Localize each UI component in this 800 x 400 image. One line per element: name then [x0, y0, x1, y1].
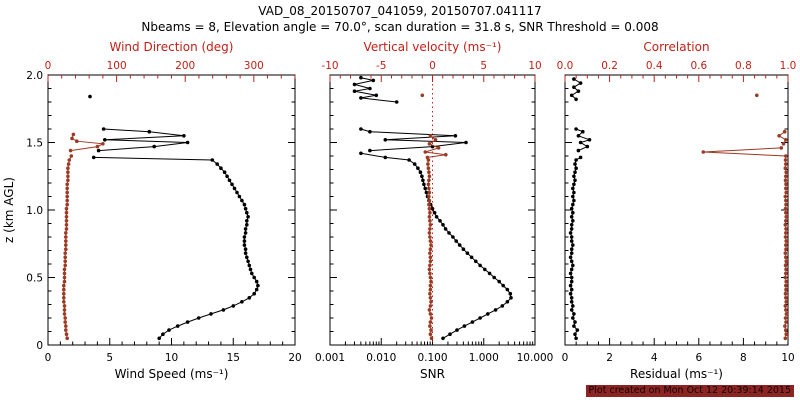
snr-series: [352, 75, 513, 341]
svg-text:0: 0: [45, 352, 52, 364]
residual-top-axis-title: Correlation: [643, 40, 709, 54]
wind-bottom-axis-title: Wind Speed (ms⁻¹): [115, 367, 229, 381]
svg-text:1.0: 1.0: [780, 60, 797, 72]
svg-text:0.8: 0.8: [735, 60, 752, 72]
svg-text:-5: -5: [376, 60, 386, 72]
svg-text:15: 15: [227, 352, 240, 364]
residual-bottom-axis-title: Residual (ms⁻¹): [630, 367, 723, 381]
svg-text:8: 8: [740, 352, 747, 364]
svg-text:0.010: 0.010: [366, 352, 396, 364]
svg-text:2.0: 2.0: [26, 70, 43, 82]
svg-text:0: 0: [429, 60, 436, 72]
svg-text:0.001: 0.001: [315, 352, 345, 364]
vertical-velocity-series: [420, 93, 448, 341]
snr-panel: 0.001 0.010 0.100 1.000 10.000 SNR -10 -5 0 5 10 Ve…: [315, 40, 553, 381]
svg-text:0: 0: [36, 340, 43, 352]
plot-created-stamp: Plot created on Mon Oct 12 20:39:14 2015: [585, 385, 794, 397]
residual-series: [568, 77, 592, 341]
svg-text:2: 2: [606, 352, 613, 364]
svg-text:100: 100: [107, 60, 127, 72]
svg-text:10.000: 10.000: [517, 352, 554, 364]
svg-text:10: 10: [528, 60, 541, 72]
snr-top-axis-title: Vertical velocity (ms⁻¹): [364, 40, 502, 54]
svg-text:0.6: 0.6: [690, 60, 707, 72]
y-axis-title: z (km AGL): [2, 177, 16, 243]
svg-text:1.000: 1.000: [469, 352, 499, 364]
svg-text:300: 300: [244, 60, 264, 72]
svg-text:0.0: 0.0: [557, 60, 574, 72]
snr-bottom-axis-title: SNR: [420, 367, 445, 381]
plot-title: VAD_08_20150707_041059, 20150707.041117: [258, 4, 542, 18]
svg-text:10: 10: [781, 352, 794, 364]
svg-text:4: 4: [651, 352, 658, 364]
wind-direction-series: [62, 132, 105, 341]
plot-subtitle: Nbeams = 8, Elevation angle = 70.0°, sca…: [141, 20, 659, 34]
wind-panel: 0 5 10 15 20 Wind Speed (ms⁻¹) 0 100 200 300 Wind …: [26, 40, 301, 381]
svg-text:10: 10: [165, 352, 178, 364]
svg-text:0.2: 0.2: [601, 60, 618, 72]
svg-text:0.5: 0.5: [26, 273, 43, 285]
svg-text:200: 200: [175, 60, 195, 72]
svg-text:1.5: 1.5: [26, 138, 43, 150]
wind-top-axis-title: Wind Direction (deg): [110, 40, 234, 54]
svg-text:0.100: 0.100: [417, 352, 447, 364]
svg-text:-10: -10: [321, 60, 338, 72]
svg-text:5: 5: [480, 60, 487, 72]
svg-text:20: 20: [288, 352, 301, 364]
svg-text:5: 5: [106, 352, 113, 364]
correlation-series: [701, 93, 789, 341]
svg-text:0.4: 0.4: [646, 60, 663, 72]
svg-text:0: 0: [45, 60, 52, 72]
svg-text:1.0: 1.0: [26, 205, 43, 217]
wind-speed-series: [88, 94, 260, 341]
svg-text:6: 6: [695, 352, 702, 364]
residual-panel: 0 2 4 6 8 10 Residual (ms⁻¹) 0.0 0.2 0.4 0.6 0.8 1.0…: [557, 40, 797, 381]
svg-text:0: 0: [562, 352, 569, 364]
